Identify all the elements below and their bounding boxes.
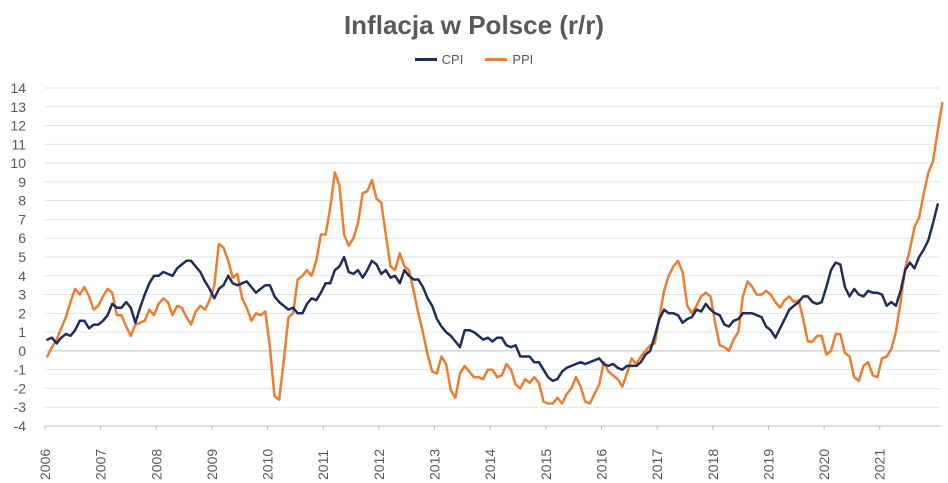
x-tick-label: 2018 [705,449,721,480]
x-tick-label: 2019 [760,449,776,480]
legend-item-ppi: PPI [485,52,533,67]
x-tick-label: 2006 [37,449,53,480]
y-tick-label: 2 [18,305,26,321]
y-tick-label: 9 [18,174,26,190]
y-tick-label: 1 [18,324,26,340]
y-tick-label: 5 [18,249,26,265]
legend-label-ppi: PPI [512,52,534,67]
y-tick-label: 4 [18,268,26,284]
y-tick-label: 10 [10,155,26,171]
legend-label-cpi: CPI [441,52,464,67]
y-tick-label: 13 [10,99,26,115]
x-tick-label: 2013 [427,449,443,480]
y-tick-label: 14 [10,80,26,96]
y-tick-label: 8 [18,193,26,209]
legend-item-cpi: CPI [414,52,464,67]
x-tick-label: 2012 [371,449,387,480]
y-tick-label: 12 [10,118,26,134]
x-tick-label: 2015 [538,449,554,480]
y-tick-label: 6 [18,230,26,246]
y-tick-label: -1 [14,362,27,378]
x-tick-label: 2021 [872,449,888,480]
y-tick-label: 0 [18,343,26,359]
x-tick-label: 2010 [260,449,276,480]
legend-swatch-ppi [485,58,508,61]
y-tick-label: 3 [18,287,26,303]
x-tick-label: 2017 [649,449,665,480]
x-tick-label: 2011 [315,450,331,480]
y-tick-label: -2 [14,380,27,396]
x-tick-label: 2020 [816,449,832,480]
chart-title: Inflacja w Polsce (r/r) [343,10,605,40]
x-tick-label: 2009 [204,449,220,480]
x-tick-label: 2007 [93,449,109,480]
legend-swatch-cpi [414,58,437,61]
series-line-ppi [46,101,944,405]
legend: CPI PPI [0,52,948,67]
y-tick-label: -3 [14,399,27,415]
y-tick-label: -4 [14,418,27,434]
y-tick-label: 11 [11,136,26,152]
x-tick-label: 2016 [593,449,609,480]
series-line-cpi [46,203,939,383]
x-tick-label: 2008 [148,449,164,480]
x-tick-label: 2014 [482,449,498,480]
y-tick-label: 7 [18,211,26,227]
